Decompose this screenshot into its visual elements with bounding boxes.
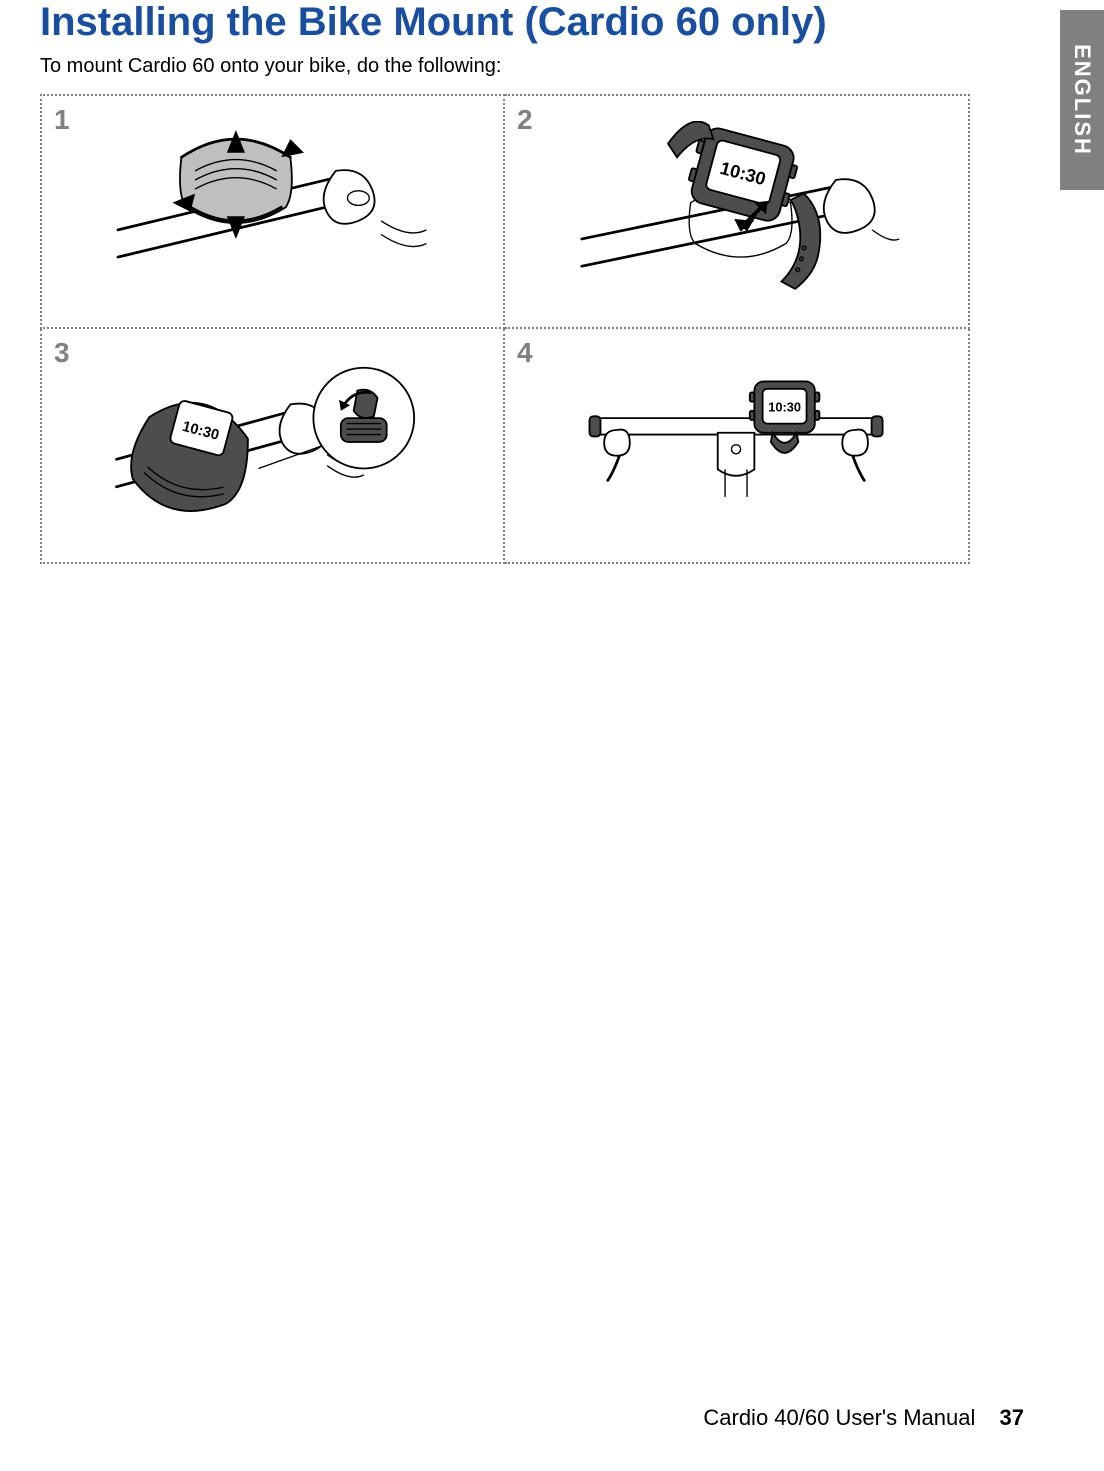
language-tab-text: ENGLISH <box>1069 44 1095 156</box>
step-2-illustration: 10:30 <box>549 121 923 302</box>
step-1-illustration <box>86 121 458 302</box>
step-number: 2 <box>517 104 533 136</box>
footer-text: Cardio 40/60 User's Manual <box>703 1405 975 1430</box>
page-title: Installing the Bike Mount (Cardio 60 onl… <box>40 0 1024 45</box>
steps-grid: 1 <box>40 94 970 564</box>
step-number: 4 <box>517 337 533 369</box>
step-cell-4: 4 <box>505 329 970 564</box>
intro-text: To mount Cardio 60 onto your bike, do th… <box>40 55 1024 78</box>
step-number: 3 <box>54 337 70 369</box>
language-tab: ENGLISH <box>1060 10 1104 190</box>
page-number: 37 <box>1000 1405 1024 1430</box>
step-cell-3: 3 10:30 <box>40 329 505 564</box>
step-4-illustration: 10:30 <box>549 354 923 537</box>
watch-time-text: 10:30 <box>769 400 802 415</box>
page-content: Installing the Bike Mount (Cardio 60 onl… <box>0 0 1104 564</box>
page-footer: Cardio 40/60 User's Manual 37 <box>703 1405 1024 1431</box>
step-number: 1 <box>54 104 70 136</box>
step-cell-2: 2 10:30 <box>505 94 970 329</box>
step-cell-1: 1 <box>40 94 505 329</box>
step-3-illustration: 10:30 <box>86 354 458 537</box>
